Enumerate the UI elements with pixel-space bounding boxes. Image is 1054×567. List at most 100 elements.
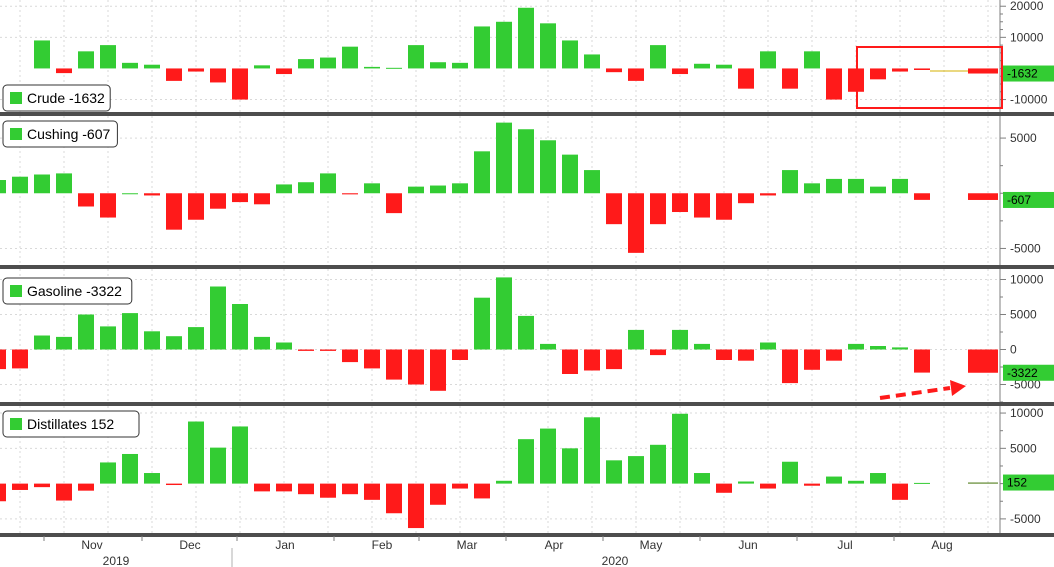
- bar: [968, 349, 998, 373]
- bar: [188, 421, 204, 484]
- bar: [78, 314, 94, 350]
- x-month-label: Apr: [545, 538, 564, 552]
- bar: [408, 45, 424, 69]
- bar: [100, 45, 116, 69]
- latest-value-label: 152: [1007, 476, 1027, 490]
- bar: [320, 349, 336, 351]
- bar: [320, 173, 336, 194]
- bar: [650, 45, 666, 69]
- bar: [716, 64, 732, 69]
- bar: [716, 349, 732, 360]
- bar: [914, 68, 930, 70]
- panel-separator: [0, 533, 1054, 537]
- x-month-label: Feb: [372, 538, 393, 552]
- bar: [34, 483, 50, 488]
- bar: [0, 349, 6, 370]
- panel-separator: [0, 402, 1054, 406]
- bar: [254, 483, 270, 492]
- bar: [298, 182, 314, 194]
- latest-value-label: -1632: [1007, 67, 1038, 81]
- y-tick-label: 5000: [1010, 441, 1037, 455]
- bar: [34, 40, 50, 69]
- latest-value-label: -3322: [1007, 366, 1038, 380]
- bar: [320, 57, 336, 69]
- bar: [276, 342, 292, 350]
- bar: [56, 483, 72, 501]
- bar: [210, 286, 226, 350]
- bar: [210, 447, 226, 484]
- bar: [144, 331, 160, 350]
- bar: [188, 68, 204, 72]
- bar: [738, 481, 754, 484]
- x-year-label: 2019: [103, 554, 130, 567]
- bar: [804, 183, 820, 194]
- bar: [496, 122, 512, 194]
- bar: [782, 349, 798, 384]
- bar: [430, 62, 446, 69]
- bar: [760, 51, 776, 69]
- bar: [826, 476, 842, 484]
- x-month-label: Aug: [931, 538, 952, 552]
- bar: [628, 193, 644, 253]
- latest-value-box: [1003, 65, 1054, 82]
- bar: [232, 68, 248, 100]
- bar: [650, 349, 666, 356]
- legend-box: [2, 410, 140, 438]
- latest-value-label: -607: [1007, 193, 1031, 207]
- bar: [804, 51, 820, 69]
- bar: [518, 439, 534, 484]
- bar: [122, 62, 138, 69]
- bar: [364, 66, 380, 69]
- panel-separator: [0, 265, 1054, 269]
- bar: [760, 193, 776, 196]
- panel-distillates: 10000 5000 -5000 152 Distillates 152: [0, 406, 1054, 533]
- bar: [870, 473, 886, 484]
- bar: [232, 426, 248, 484]
- bar: [100, 326, 116, 350]
- legend-label: Crude -1632: [27, 90, 105, 106]
- bar: [914, 482, 930, 484]
- bar: [694, 473, 710, 484]
- bar: [826, 68, 842, 100]
- bar: [694, 63, 710, 69]
- bar: [254, 336, 270, 350]
- bar: [694, 343, 710, 350]
- bar: [78, 51, 94, 69]
- bar: [628, 68, 644, 81]
- panel-gasoline: 10000 5000 0 -5000-3322 Gasoline -3322: [0, 269, 1054, 403]
- bar: [584, 170, 600, 194]
- bar: [848, 343, 864, 350]
- bar: [342, 46, 358, 69]
- bar: [584, 54, 600, 69]
- legend-label: Gasoline -3322: [27, 283, 122, 299]
- bar: [342, 483, 358, 495]
- bar: [496, 277, 512, 350]
- bar: [166, 336, 182, 350]
- x-month-label: Jun: [738, 538, 757, 552]
- bar: [892, 178, 908, 194]
- bar: [254, 65, 270, 69]
- bar: [892, 483, 908, 500]
- bar: [188, 327, 204, 350]
- bar: [166, 193, 182, 230]
- y-tick-label: 10000: [1010, 30, 1044, 44]
- bar: [518, 7, 534, 69]
- bar: [188, 193, 204, 220]
- x-month-label: Mar: [457, 538, 478, 552]
- bar: [694, 193, 710, 218]
- y-tick-label: -5000: [1010, 241, 1041, 255]
- bar: [430, 349, 446, 391]
- bar: [716, 483, 732, 493]
- bar: [826, 178, 842, 194]
- bar: [298, 349, 314, 351]
- bar: [276, 483, 292, 492]
- legend-swatch: [10, 418, 22, 430]
- bar: [0, 180, 6, 194]
- bar: [870, 346, 886, 350]
- bar: [386, 483, 402, 514]
- bar: [364, 349, 380, 369]
- bar: [518, 129, 534, 194]
- bar: [210, 68, 226, 83]
- bar: [540, 428, 556, 484]
